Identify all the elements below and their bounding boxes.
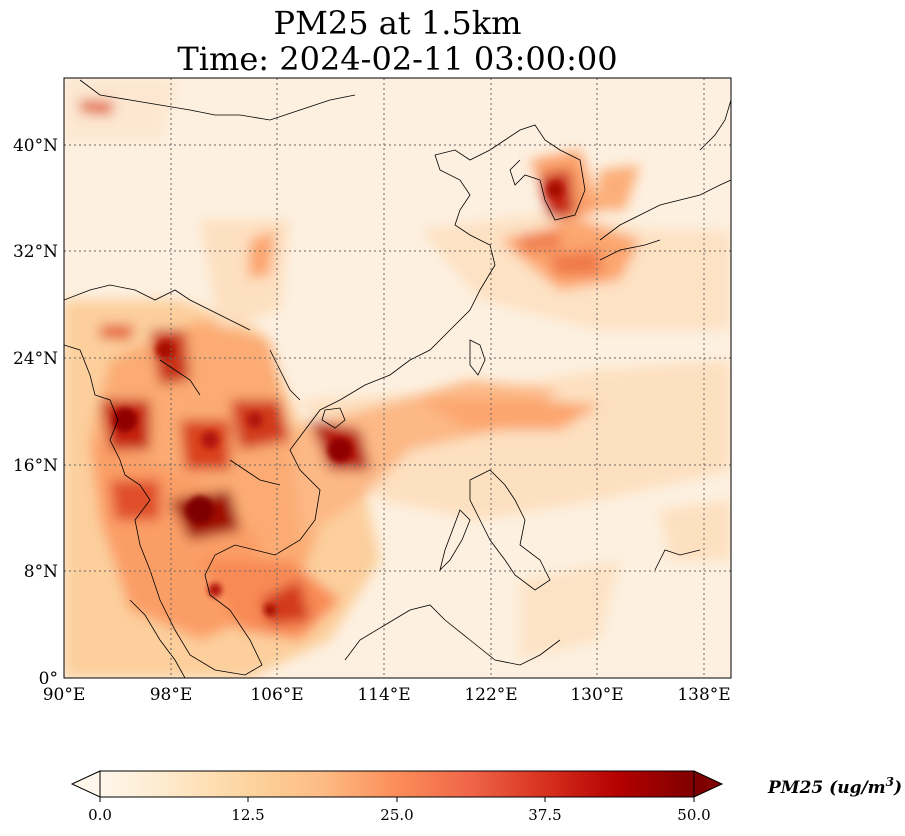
colorbar-gradient	[99, 770, 695, 798]
lon-tick-label: 122°E	[464, 685, 517, 705]
lat-tick-label: 16°N	[13, 456, 58, 476]
lat-tick-label: 0°	[39, 669, 58, 689]
gridlines	[64, 78, 731, 678]
lon-tick-label: 90°E	[43, 685, 86, 705]
lon-tick-label: 130°E	[570, 685, 623, 705]
colorbar-tick-label: 12.5	[231, 806, 264, 824]
colorbar: 0.0 12.5 25.0 37.5 50.0 PM25 (ug/m3)	[70, 770, 902, 824]
colorbar-tick-label: 37.5	[528, 806, 561, 824]
map-subtitle-time: Time: 2024-02-11 03:00:00	[177, 40, 618, 78]
colorbar-tick-label: 25.0	[380, 806, 413, 824]
lon-tick-label: 98°E	[150, 685, 193, 705]
map-title: PM25 at 1.5km	[273, 4, 522, 42]
colorbar-tick-label: 0.0	[88, 806, 112, 824]
map-frame	[63, 77, 732, 679]
lat-tick-label: 40°N	[13, 136, 58, 156]
pm25-concentration-field	[64, 78, 731, 678]
colorbar-tick-label: 50.0	[677, 806, 710, 824]
longitude-tick-labels: 90°E 98°E 106°E 114°E 122°E 130°E 138°E	[43, 685, 731, 705]
lon-tick-label: 114°E	[357, 685, 410, 705]
coastlines	[64, 79, 731, 678]
lat-tick-label: 24°N	[13, 349, 58, 369]
lon-tick-label: 138°E	[677, 685, 730, 705]
lat-tick-label: 8°N	[24, 562, 58, 582]
lon-tick-label: 106°E	[250, 685, 303, 705]
colorbar-extend-max	[693, 770, 724, 798]
lat-tick-label: 32°N	[13, 242, 58, 262]
colorbar-extend-min	[70, 770, 101, 798]
colorbar-label: PM25 (ug/m3)	[767, 775, 902, 798]
latitude-tick-labels: 0° 8°N 16°N 24°N 32°N 40°N	[13, 136, 58, 689]
